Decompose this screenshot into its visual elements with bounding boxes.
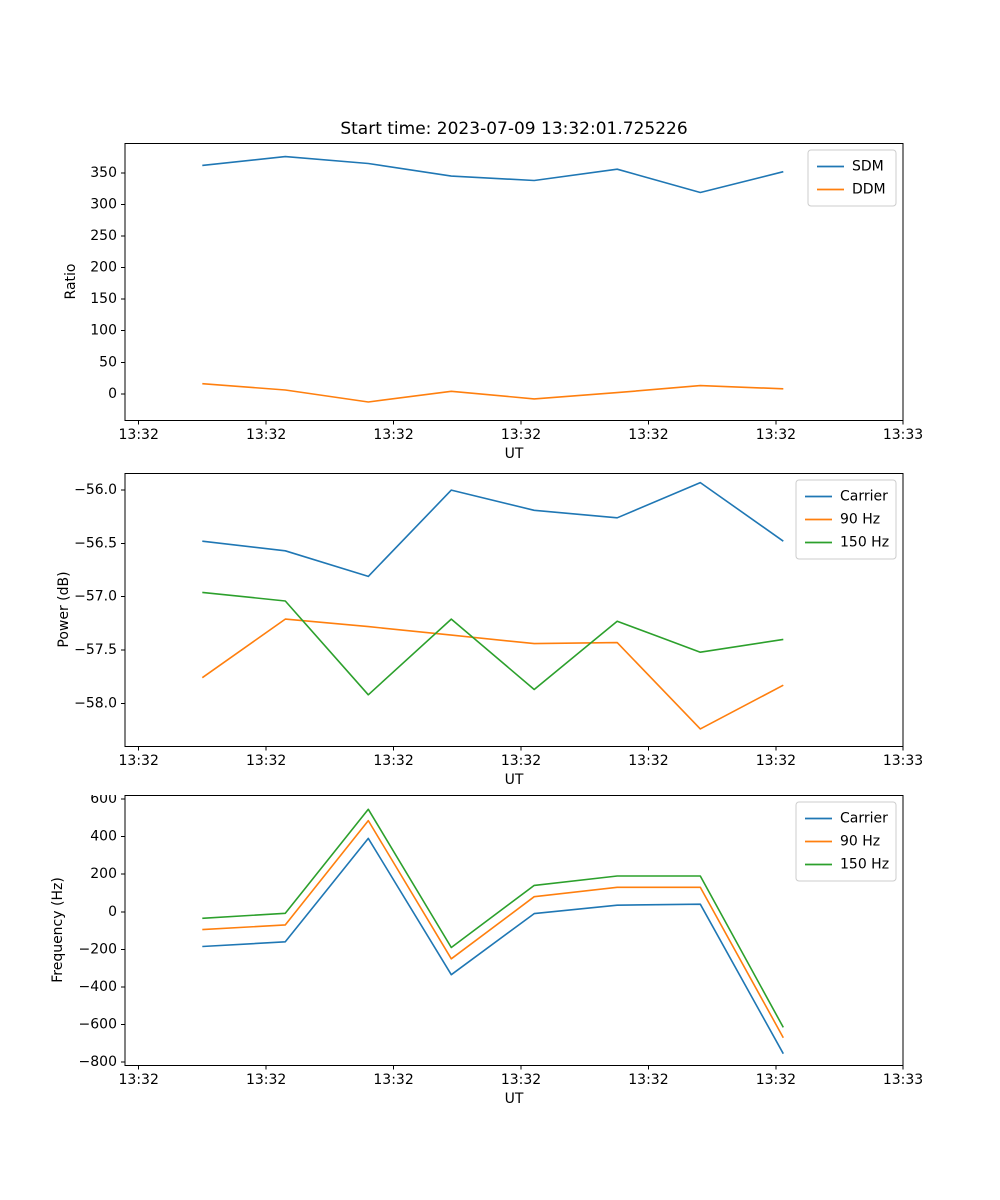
x-tick-label: 13:33: [883, 753, 923, 769]
legend-label: Carrier: [840, 811, 888, 827]
frequency-chart: −800 −600 −400 −200 0 200 400 600 13:32 13:32 13:3…: [0, 791, 1000, 1120]
y-tick-label: 200: [90, 260, 117, 276]
y-tick-label: 400: [90, 829, 117, 845]
y-tick-label: 250: [90, 228, 117, 244]
y-tick-label: −800: [79, 1054, 117, 1070]
x-tick-label: 13:32: [501, 753, 541, 769]
x-tick-label: 13:32: [756, 1072, 796, 1088]
series-line-90-hz: [202, 819, 785, 1039]
series-line-carrier: [202, 837, 784, 1055]
series-line-sdm: [202, 155, 784, 194]
y-tick-label: −57.0: [74, 589, 117, 605]
x-tick-label: 13:32: [628, 1072, 668, 1088]
y-tick-label: 600: [90, 795, 117, 807]
frequency-plot-svg: −800 −600 −400 −200 0 200 400 600 13:32 13:32 13:3…: [50, 791, 923, 1107]
x-tick-label: 13:32: [246, 753, 286, 769]
y-tick-label: 350: [90, 165, 117, 181]
legend-label: DDM: [852, 182, 886, 198]
x-tick-label: 13:32: [628, 753, 668, 769]
x-tick-label: 13:32: [119, 1072, 159, 1088]
power-chart: −56.0 −56.5 −57.0 −57.5 −58.0 13:32 13:32 13:32…: [0, 473, 1000, 798]
x-axis-label: UT: [505, 1091, 524, 1107]
x-tick-label: 13:33: [883, 427, 923, 443]
y-tick-label: 300: [90, 197, 117, 213]
ratio-plot-svg: 0 50 100 150 200 250 300 350 13:32 13:32 13:32 13:3…: [63, 143, 923, 462]
x-tick-label: 13:32: [119, 427, 159, 443]
y-tick-label: −600: [79, 1017, 117, 1033]
x-tick-label: 13:33: [883, 1072, 923, 1088]
y-tick-label: −58.0: [74, 695, 117, 711]
y-axis-label: Frequency (Hz): [50, 877, 66, 983]
y-tick-label: −400: [79, 979, 117, 995]
legend-label: Carrier: [840, 489, 888, 505]
legend-box: [795, 801, 897, 882]
power-plot-svg: −56.0 −56.5 −57.0 −57.5 −58.0 13:32 13:32 13:32…: [56, 473, 923, 788]
x-tick-label: 13:32: [756, 753, 796, 769]
legend-label: 90 Hz: [840, 512, 880, 528]
y-tick-label: 0: [108, 386, 117, 402]
legend-label: SDM: [852, 159, 884, 175]
x-tick-label: 13:32: [501, 1072, 541, 1088]
y-tick-label: 150: [90, 291, 117, 307]
y-tick-label: −56.5: [74, 535, 117, 551]
y-tick-label: 0: [108, 904, 117, 920]
y-tick-label: 200: [90, 866, 117, 882]
axes-frame: [124, 795, 904, 1066]
y-tick-label: −200: [79, 941, 117, 957]
series-line-carrier: [202, 481, 784, 578]
axes-frame: [124, 143, 904, 421]
y-axis-label: Ratio: [63, 264, 79, 300]
series-line-150-hz: [202, 591, 784, 696]
axes-frame: [124, 473, 904, 747]
series-line-ddm: [202, 382, 784, 403]
y-axis-label: Power (dB): [56, 571, 72, 647]
ratio-chart: 0 50 100 150 200 250 300 350 13:32 13:32 13:32 13:3…: [0, 143, 1000, 473]
figure-title: Start time: 2023-07-09 13:32:01.725226: [340, 119, 688, 139]
x-tick-label: 13:32: [756, 427, 796, 443]
legend-label: 150 Hz: [840, 535, 889, 551]
x-tick-label: 13:32: [373, 753, 413, 769]
legend-box: [807, 149, 897, 207]
x-tick-label: 13:32: [628, 427, 668, 443]
x-tick-label: 13:32: [501, 427, 541, 443]
y-tick-label: −56.0: [74, 482, 117, 498]
legend-box: [795, 479, 897, 560]
series-line-150-hz: [202, 808, 785, 1028]
x-tick-label: 13:32: [246, 427, 286, 443]
x-axis-label: UT: [505, 772, 524, 788]
x-axis-label: UT: [505, 446, 524, 462]
legend-label: 150 Hz: [840, 857, 889, 873]
x-tick-label: 13:32: [373, 1072, 413, 1088]
series-line-90-hz: [201, 618, 784, 730]
y-tick-label: 50: [99, 354, 117, 370]
y-tick-label: −57.5: [74, 642, 117, 658]
legend-label: 90 Hz: [840, 834, 880, 850]
x-tick-label: 13:32: [246, 1072, 286, 1088]
x-tick-label: 13:32: [119, 753, 159, 769]
y-tick-label: 100: [90, 323, 117, 339]
x-tick-label: 13:32: [373, 427, 413, 443]
